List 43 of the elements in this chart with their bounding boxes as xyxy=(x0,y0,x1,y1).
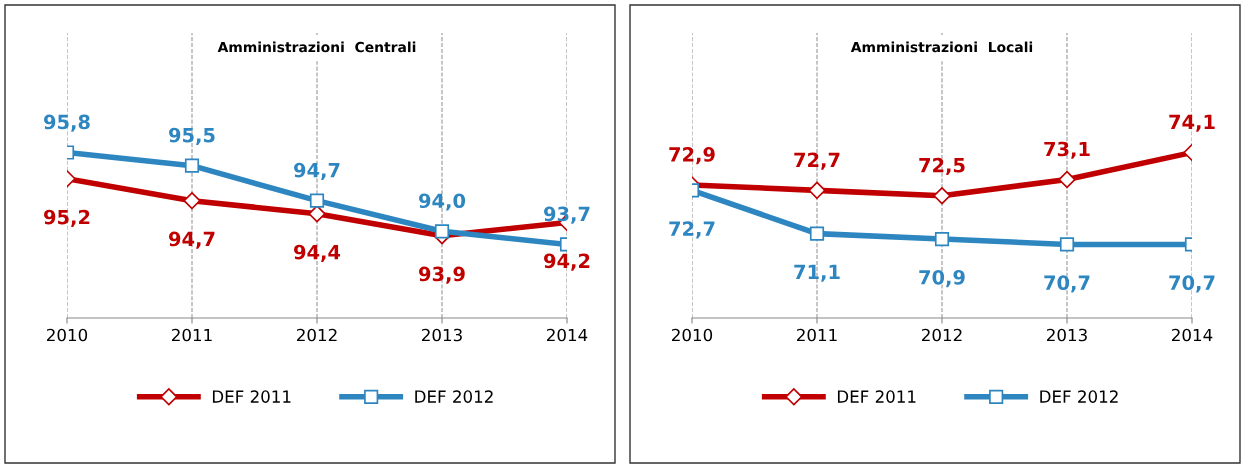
data-label: 95,8 xyxy=(44,114,90,132)
legend-label: DEF 2012 xyxy=(415,390,493,403)
legend-label: DEF 2012 xyxy=(1040,390,1118,403)
x-tick-label: 2011 xyxy=(172,328,212,342)
x-tick-label: 2014 xyxy=(547,328,588,342)
data-label: 95,5 xyxy=(169,127,215,145)
chart-title: Amministrazioni Locali xyxy=(850,41,1033,53)
point xyxy=(434,224,450,239)
x-tick-label: 2011 xyxy=(797,328,837,342)
point xyxy=(309,193,325,208)
data-label: 72,7 xyxy=(669,221,715,239)
x-tick-label: 2010 xyxy=(47,328,88,342)
data-label: 94,2 xyxy=(544,253,590,271)
data-label: 70,9 xyxy=(919,269,965,288)
data-label: 71,1 xyxy=(794,264,840,282)
x-tick-label: 2014 xyxy=(1172,328,1213,342)
legend-label: DEF 2011 xyxy=(212,390,291,403)
data-label: 70,7 xyxy=(1169,275,1215,293)
data-label: 72,9 xyxy=(669,147,715,165)
point xyxy=(1059,237,1075,252)
data-label: 72,5 xyxy=(919,157,965,176)
x-tick-label: 2012 xyxy=(297,328,337,342)
data-label: 94,0 xyxy=(419,193,466,211)
chart-title: Amministrazioni Centrali xyxy=(217,41,416,53)
data-label: 74,1 xyxy=(1169,114,1215,132)
data-label: 94,7 xyxy=(169,231,215,249)
x-tick-label: 2012 xyxy=(922,328,962,342)
point xyxy=(933,187,951,205)
data-label: 94,4 xyxy=(294,244,341,262)
x-tick-label: 2010 xyxy=(672,328,713,342)
point xyxy=(308,205,326,223)
x-tick-label: 2013 xyxy=(422,328,462,342)
data-label: 70,7 xyxy=(1044,275,1090,293)
data-label: 94,7 xyxy=(294,162,340,180)
data-label: 93,7 xyxy=(544,206,590,224)
data-label: 72,7 xyxy=(794,152,840,170)
data-label: 93,9 xyxy=(419,266,465,284)
legend-label: DEF 2011 xyxy=(837,390,916,403)
point xyxy=(1058,170,1076,189)
data-label: 73,1 xyxy=(1044,141,1090,159)
point xyxy=(934,231,950,247)
x-tick-label: 2013 xyxy=(1047,328,1087,342)
data-label: 95,2 xyxy=(44,209,90,227)
